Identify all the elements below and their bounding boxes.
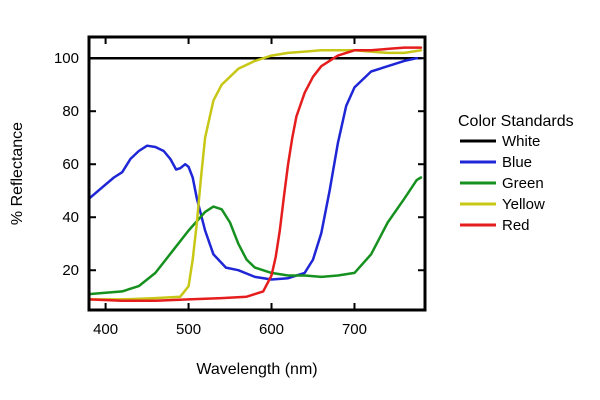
y-axis-label: % Reflectance: [9, 122, 26, 225]
series-line-yellow: [87, 49, 423, 301]
legend-label-white: White: [502, 133, 540, 150]
y-tick-label-100: 100: [54, 50, 79, 67]
series-layer: [87, 46, 423, 302]
y-tick-label-40: 40: [62, 209, 79, 226]
plot-frame: [87, 35, 427, 312]
legend-title: Color Standards: [458, 113, 574, 130]
series-line-green: [87, 176, 423, 296]
tick-layer: 400 500 600 700 20 40 60 80 100: [54, 37, 425, 338]
x-tick-label-700: 700: [342, 321, 367, 338]
series-line-red: [87, 46, 423, 302]
legend-label-green: Green: [502, 175, 544, 192]
x-tick-label-400: 400: [93, 321, 118, 338]
legend-label-blue: Blue: [502, 154, 532, 171]
x-tick-label-500: 500: [176, 321, 201, 338]
x-tick-label-600: 600: [259, 321, 284, 338]
y-tick-label-60: 60: [62, 156, 79, 173]
legend-label-red: Red: [502, 217, 530, 234]
y-tick-label-20: 20: [62, 262, 79, 279]
x-axis-label: Wavelength (nm): [196, 361, 317, 378]
legend-label-yellow: Yellow: [502, 196, 545, 213]
legend: Color Standards White Blue Green Yellow Red: [458, 113, 574, 234]
y-tick-label-80: 80: [62, 103, 79, 120]
series-line-blue: [87, 56, 423, 281]
